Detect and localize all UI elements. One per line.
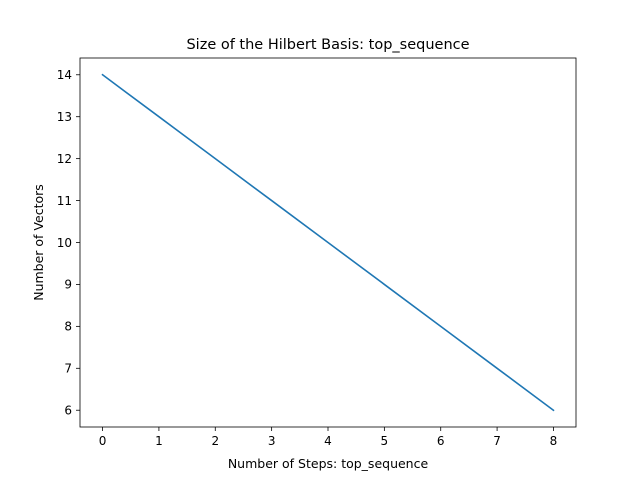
y-tick-label: 9 (64, 278, 72, 292)
x-tick-label: 4 (324, 434, 332, 448)
y-axis: 6 7 8 9 10 11 12 13 14 (57, 68, 80, 418)
y-axis-label: Number of Vectors (31, 184, 46, 301)
x-axis: 0 1 2 3 4 5 6 7 8 (99, 427, 558, 448)
x-tick-label: 6 (437, 434, 445, 448)
chart-title: Size of the Hilbert Basis: top_sequence (186, 37, 469, 53)
x-tick-label: 1 (155, 434, 163, 448)
y-tick-label: 7 (64, 362, 72, 376)
x-axis-label: Number of Steps: top_sequence (228, 456, 429, 471)
y-tick-label: 12 (57, 152, 72, 166)
y-tick-label: 14 (57, 68, 72, 82)
y-tick-label: 6 (64, 404, 72, 418)
y-tick-label: 8 (64, 320, 72, 334)
series-line-0 (101, 73, 555, 412)
plot-frame (79, 57, 577, 428)
series-layer (101, 73, 555, 412)
x-tick-label: 8 (550, 434, 558, 448)
x-tick-label: 3 (268, 434, 276, 448)
y-tick-label: 10 (57, 236, 72, 250)
x-tick-label: 2 (211, 434, 219, 448)
y-tick-label: 11 (57, 194, 72, 208)
y-tick-label: 13 (57, 110, 72, 124)
x-tick-label: 5 (381, 434, 389, 448)
x-tick-label: 7 (493, 434, 501, 448)
x-tick-label: 0 (99, 434, 107, 448)
